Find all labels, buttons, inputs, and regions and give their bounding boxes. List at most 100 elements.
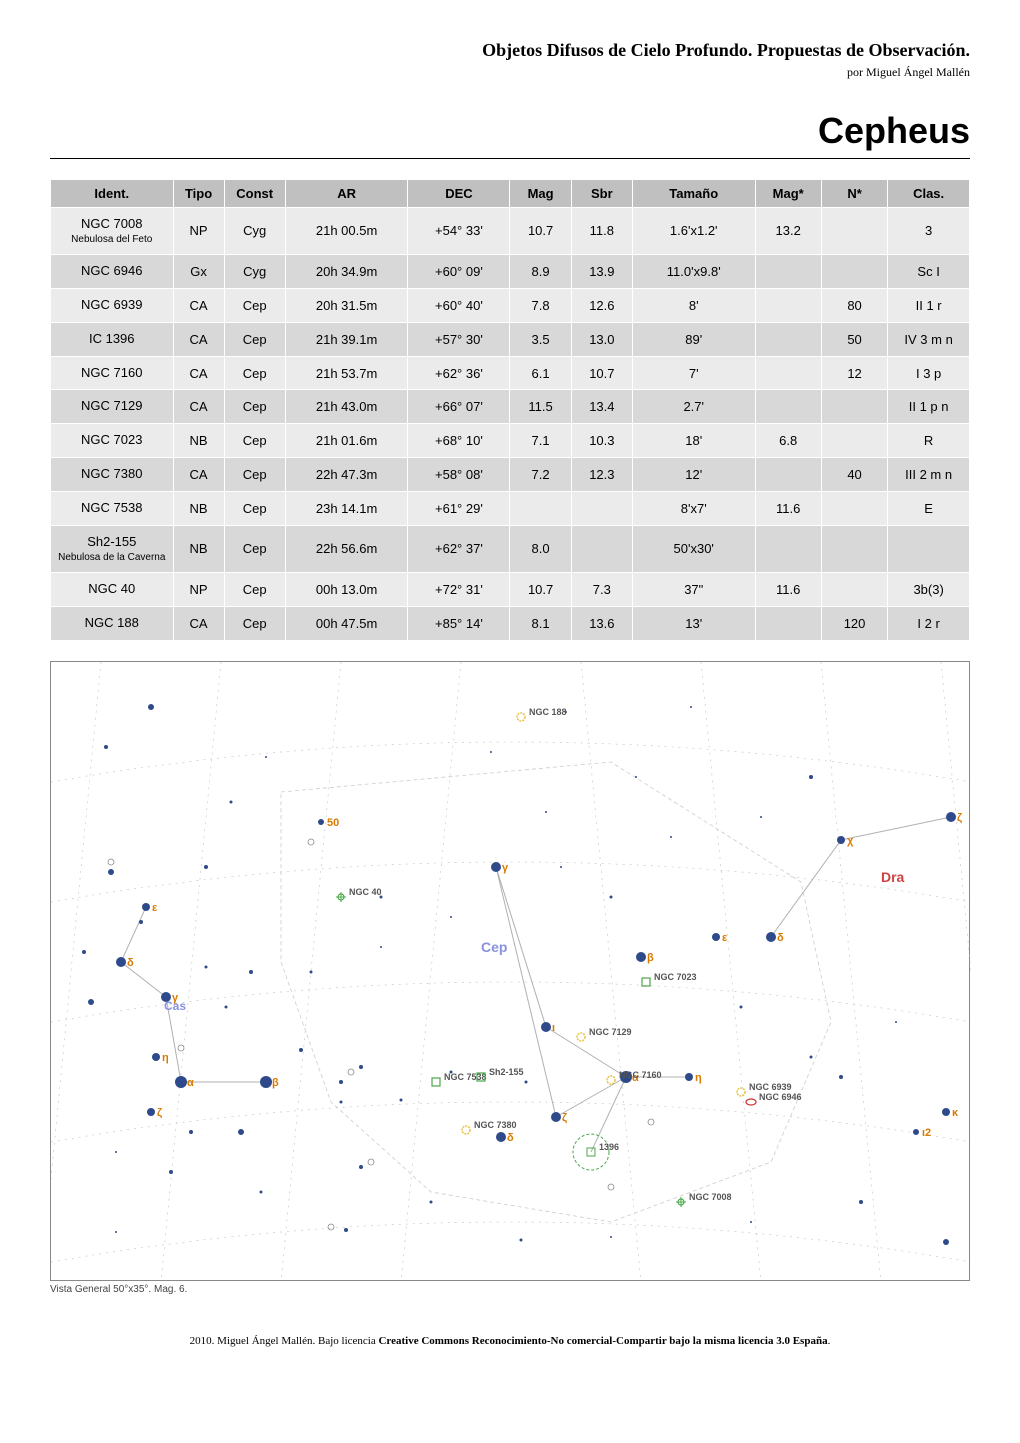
svg-text:Sh2-155: Sh2-155 <box>489 1067 524 1077</box>
svg-text:α: α <box>187 1077 194 1089</box>
cell-tipo: NP <box>173 208 224 255</box>
cell-nstar: 80 <box>821 288 887 322</box>
svg-text:γ: γ <box>502 862 509 874</box>
cell-tipo: CA <box>173 606 224 640</box>
cell-ar: 21h 39.1m <box>285 322 408 356</box>
ident-cell: NGC 7538 <box>51 492 174 526</box>
cell-clas: 3 <box>888 208 970 255</box>
table-row: NGC 7380CACep22h 47.3m+58° 08'7.212.312'… <box>51 458 970 492</box>
svg-text:Dra: Dra <box>881 869 905 885</box>
cell-dec: +61° 29' <box>408 492 510 526</box>
cell-tamano: 2.7' <box>632 390 755 424</box>
cell-tamano: 50'x30' <box>632 526 755 573</box>
svg-text:ε: ε <box>722 932 728 944</box>
cell-nstar <box>821 572 887 606</box>
cell-magstar <box>755 390 821 424</box>
cell-tamano: 1.6'x1.2' <box>632 208 755 255</box>
cell-ar: 21h 53.7m <box>285 356 408 390</box>
cell-clas: IV 3 m n <box>888 322 970 356</box>
svg-text:Cep: Cep <box>481 939 507 955</box>
svg-text:NGC 188: NGC 188 <box>529 707 567 717</box>
table-row: NGC 6939CACep20h 31.5m+60° 40'7.812.68'8… <box>51 288 970 322</box>
cell-tamano: 8' <box>632 288 755 322</box>
cell-magstar: 11.6 <box>755 572 821 606</box>
cell-clas: I 3 p <box>888 356 970 390</box>
cell-dec: +60° 40' <box>408 288 510 322</box>
cell-mag: 8.1 <box>510 606 571 640</box>
objects-table: Ident.TipoConstARDECMagSbrTamañoMag*N*Cl… <box>50 179 970 641</box>
cell-const: Cep <box>224 606 285 640</box>
cell-tamano: 18' <box>632 424 755 458</box>
cell-const: Cep <box>224 458 285 492</box>
cell-nstar: 50 <box>821 322 887 356</box>
ident-cell: NGC 6946 <box>51 254 174 288</box>
cell-magstar <box>755 458 821 492</box>
star-chart: γβαηιδζεδχζκι250εδγηαβζNGC 188NGC 40NGC … <box>50 661 970 1281</box>
cell-nstar <box>821 390 887 424</box>
cell-clas: II 1 p n <box>888 390 970 424</box>
col-header: Mag <box>510 180 571 208</box>
cell-const: Cyg <box>224 208 285 255</box>
cell-nstar <box>821 208 887 255</box>
cell-tipo: NB <box>173 492 224 526</box>
cell-tamano: 13' <box>632 606 755 640</box>
cell-clas: Sc I <box>888 254 970 288</box>
cell-dec: +54° 33' <box>408 208 510 255</box>
cell-const: Cep <box>224 492 285 526</box>
doc-header: Objetos Difusos de Cielo Profundo. Propu… <box>50 40 970 61</box>
cell-nstar: 40 <box>821 458 887 492</box>
svg-text:ε: ε <box>152 902 158 914</box>
ident-cell: NGC 6939 <box>51 288 174 322</box>
cell-dec: +66° 07' <box>408 390 510 424</box>
cell-magstar <box>755 254 821 288</box>
cell-tipo: NB <box>173 424 224 458</box>
cell-mag: 8.0 <box>510 526 571 573</box>
cell-tamano: 37" <box>632 572 755 606</box>
cell-clas: 3b(3) <box>888 572 970 606</box>
cell-tipo: Gx <box>173 254 224 288</box>
cell-const: Cep <box>224 572 285 606</box>
cell-tipo: CA <box>173 288 224 322</box>
svg-text:δ: δ <box>507 1132 514 1144</box>
col-header: AR <box>285 180 408 208</box>
table-row: NGC 7160CACep21h 53.7m+62° 36'6.110.77'1… <box>51 356 970 390</box>
cell-clas: III 2 m n <box>888 458 970 492</box>
cell-nstar: 12 <box>821 356 887 390</box>
col-header: Ident. <box>51 180 174 208</box>
cell-sbr: 11.8 <box>571 208 632 255</box>
cell-magstar: 11.6 <box>755 492 821 526</box>
doc-author: por Miguel Ángel Mallén <box>50 65 970 80</box>
cell-tamano: 12' <box>632 458 755 492</box>
cell-magstar <box>755 356 821 390</box>
ident-cell: NGC 7008Nebulosa del Feto <box>51 208 174 255</box>
cell-nstar <box>821 254 887 288</box>
col-header: Tamaño <box>632 180 755 208</box>
cell-tipo: NP <box>173 572 224 606</box>
cell-dec: +57° 30' <box>408 322 510 356</box>
cell-tipo: CA <box>173 356 224 390</box>
cell-sbr: 13.4 <box>571 390 632 424</box>
table-row: IC 1396CACep21h 39.1m+57° 30'3.513.089'5… <box>51 322 970 356</box>
cell-sbr: 10.3 <box>571 424 632 458</box>
cell-sbr: 12.3 <box>571 458 632 492</box>
cell-sbr: 7.3 <box>571 572 632 606</box>
svg-text:NGC 7129: NGC 7129 <box>589 1027 632 1037</box>
cell-sbr <box>571 492 632 526</box>
cell-ar: 20h 34.9m <box>285 254 408 288</box>
cell-mag: 8.9 <box>510 254 571 288</box>
col-header: Clas. <box>888 180 970 208</box>
col-header: Mag* <box>755 180 821 208</box>
cell-magstar <box>755 526 821 573</box>
cell-nstar <box>821 492 887 526</box>
cell-dec: +62° 37' <box>408 526 510 573</box>
col-header: DEC <box>408 180 510 208</box>
cell-ar: 21h 00.5m <box>285 208 408 255</box>
cell-const: Cep <box>224 322 285 356</box>
cell-magstar <box>755 606 821 640</box>
svg-text:δ: δ <box>777 932 784 944</box>
cell-tipo: CA <box>173 458 224 492</box>
svg-text:1396: 1396 <box>599 1142 619 1152</box>
cell-mag: 7.8 <box>510 288 571 322</box>
cell-mag: 6.1 <box>510 356 571 390</box>
table-row: NGC 7129CACep21h 43.0m+66° 07'11.513.42.… <box>51 390 970 424</box>
